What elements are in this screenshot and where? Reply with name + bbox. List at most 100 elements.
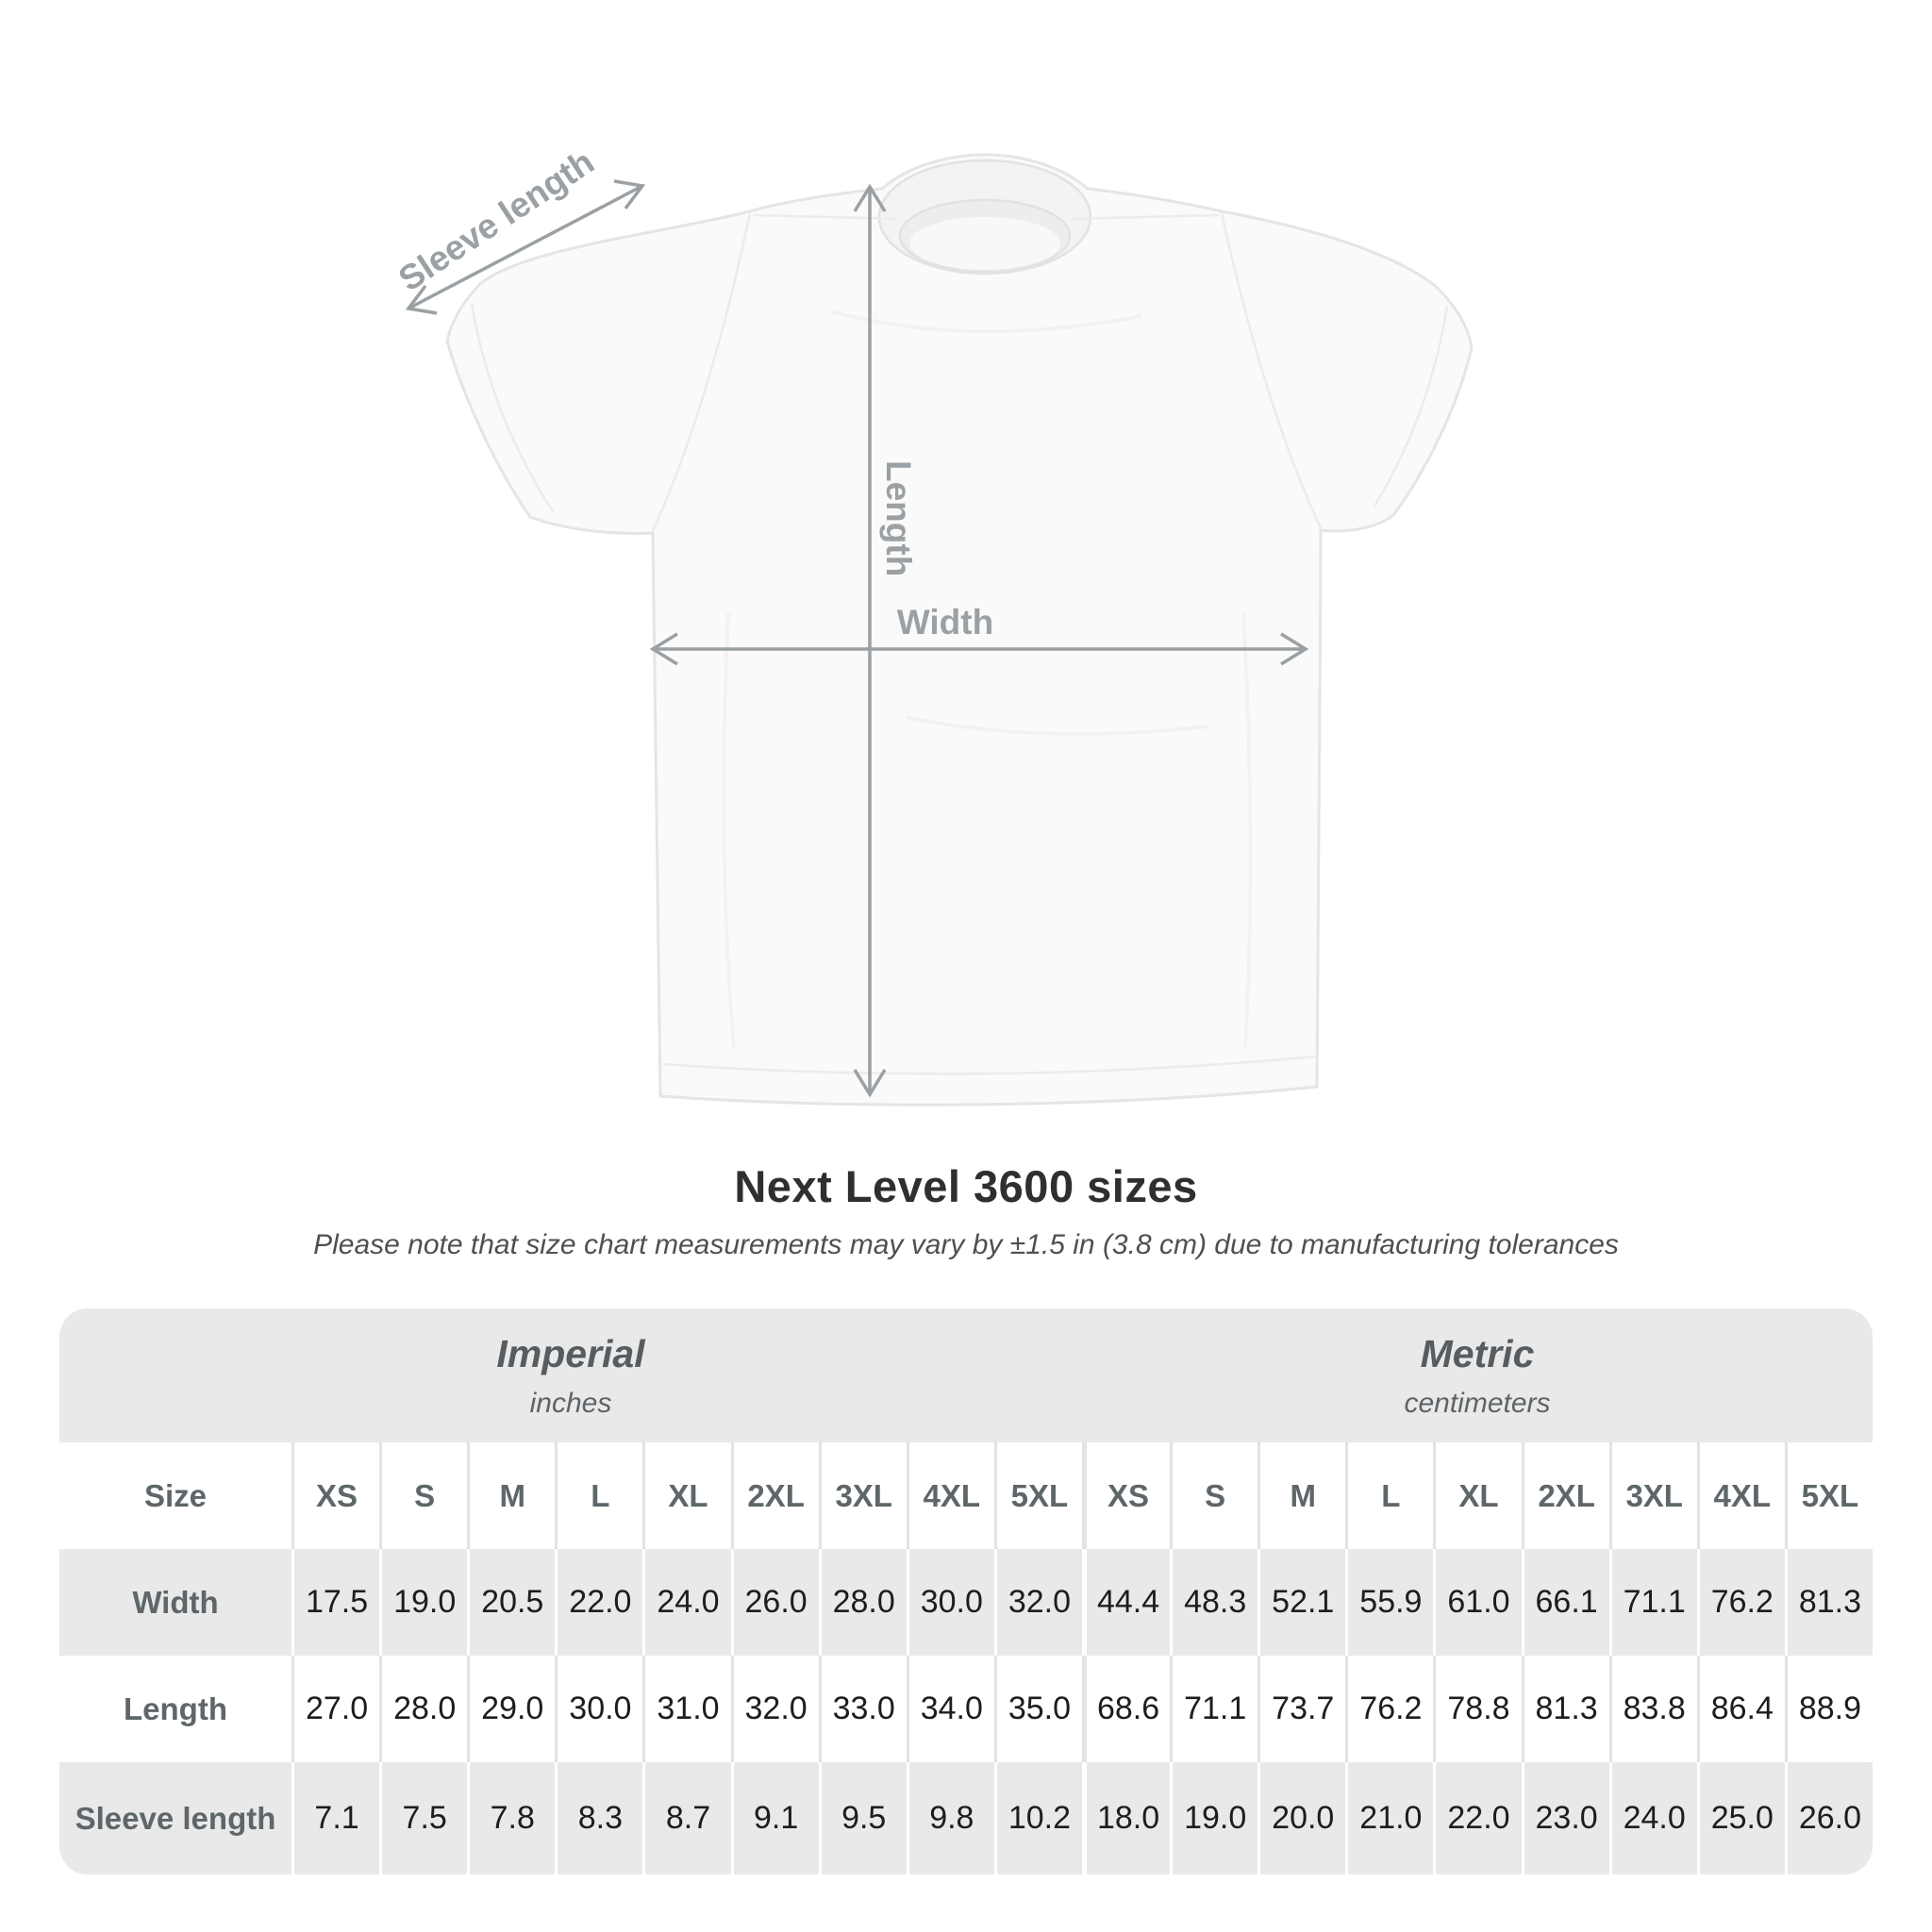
tshirt-diagram: Sleeve length Length Width (391, 142, 1474, 1107)
size-header-cell: 4XL (906, 1442, 994, 1549)
value-cell: 26.0 (730, 1549, 819, 1656)
value-cell: 22.0 (1433, 1762, 1521, 1874)
size-table-body: Width 17.5 19.0 20.5 22.0 24.0 26.0 28.0 30.0 32.… (59, 1549, 1873, 1874)
row-label: Length (124, 1690, 227, 1726)
value-cell: 30.0 (555, 1656, 642, 1762)
value-cell: 71.1 (1170, 1656, 1257, 1762)
size-header-cell: 3XL (1608, 1442, 1697, 1549)
size-header-cell: L (555, 1442, 642, 1549)
size-header-cell: 4XL (1696, 1442, 1785, 1549)
metric-unit-label: centimeters (1404, 1387, 1551, 1419)
value-cell: 68.6 (1082, 1656, 1170, 1762)
value-cell: 71.1 (1608, 1549, 1697, 1656)
width-arrowhead-left (649, 632, 678, 666)
value-cell: 9.8 (906, 1762, 994, 1874)
value-cell: 7.8 (467, 1762, 555, 1874)
value-cell: 32.0 (730, 1656, 819, 1762)
value-cell: 28.0 (818, 1549, 907, 1656)
value-cell: 81.3 (1521, 1656, 1609, 1762)
unit-group-metric: Metric centimeters (1082, 1308, 1873, 1442)
value-cell: 10.2 (993, 1762, 1082, 1874)
row-label: Width (132, 1584, 219, 1620)
value-cell: 27.0 (291, 1656, 379, 1762)
value-cell: 33.0 (818, 1656, 907, 1762)
value-cell: 34.0 (906, 1656, 994, 1762)
value-cell: 30.0 (906, 1549, 994, 1656)
size-header-cell: 3XL (818, 1442, 907, 1549)
sleeve-arrowhead-lower (405, 284, 438, 315)
page-title: Next Level 3600 sizes (734, 1161, 1198, 1211)
value-cell: 20.0 (1257, 1762, 1345, 1874)
size-table: Imperial inches Metric centimeters Size X… (59, 1308, 1873, 1874)
value-cell: 88.9 (1784, 1656, 1873, 1762)
value-cell: 83.8 (1608, 1656, 1697, 1762)
size-header-cell: M (1257, 1442, 1345, 1549)
value-cell: 81.3 (1784, 1549, 1873, 1656)
row-label: Sleeve length (75, 1800, 276, 1836)
value-cell: 44.4 (1082, 1549, 1170, 1656)
value-cell: 20.5 (467, 1549, 555, 1656)
value-cell: 25.0 (1696, 1762, 1785, 1874)
value-cell: 28.0 (379, 1656, 467, 1762)
measurement-arrows (405, 179, 1309, 1098)
value-cell: 8.7 (642, 1762, 730, 1874)
size-header-cell: S (379, 1442, 467, 1549)
value-cell: 29.0 (467, 1656, 555, 1762)
size-header-cell: XL (642, 1442, 730, 1549)
value-cell: 17.5 (291, 1549, 379, 1656)
size-header-cell: 5XL (1784, 1442, 1873, 1549)
size-header-cell: XS (291, 1442, 379, 1549)
shirt-seams (470, 212, 1449, 1075)
collar-band (877, 158, 1092, 275)
value-cell: 76.2 (1345, 1656, 1433, 1762)
value-cell: 31.0 (642, 1656, 730, 1762)
value-cell: 21.0 (1345, 1762, 1433, 1874)
neck-opening-highlight (909, 217, 1060, 270)
size-header-cell: M (467, 1442, 555, 1549)
size-header-cell: 2XL (730, 1442, 819, 1549)
size-header-cell: XS (1082, 1442, 1170, 1549)
value-cell: 61.0 (1433, 1549, 1521, 1656)
value-cell: 9.1 (730, 1762, 819, 1874)
size-header-cell: XL (1433, 1442, 1521, 1549)
length-arrowhead-bottom (853, 1069, 887, 1098)
size-header-cell: S (1170, 1442, 1257, 1549)
size-header-row: Size XS S M L XL 2XL 3XL 4XL 5XL XS S M L XL 2XL 3XL 4XL 5… (59, 1442, 1873, 1549)
value-cell: 18.0 (1082, 1762, 1170, 1874)
unit-group-band: Imperial inches Metric centimeters (59, 1308, 1873, 1442)
shirt-wrinkles (722, 309, 1253, 1048)
value-cell: 19.0 (1170, 1762, 1257, 1874)
size-header-cell: L (1345, 1442, 1433, 1549)
tolerance-note: Please note that size chart measurements… (313, 1229, 1619, 1260)
value-cell: 86.4 (1696, 1656, 1785, 1762)
size-header-cell: 5XL (993, 1442, 1082, 1549)
value-cell: 55.9 (1345, 1549, 1433, 1656)
length-arrowhead-top (853, 183, 887, 212)
value-cell: 73.7 (1257, 1656, 1345, 1762)
table-row: Sleeve length 7.1 7.5 7.8 8.3 8.7 9.1 9.5 9.8 10.… (59, 1762, 1873, 1874)
metric-label: Metric (1420, 1331, 1535, 1375)
value-cell: 19.0 (379, 1549, 467, 1656)
sleeve-length-arrow (408, 184, 643, 310)
value-cell: 66.1 (1521, 1549, 1609, 1656)
value-cell: 78.8 (1433, 1656, 1521, 1762)
value-cell: 48.3 (1170, 1549, 1257, 1656)
sleeve-arrowhead-upper (613, 179, 646, 210)
value-cell: 32.0 (993, 1549, 1082, 1656)
imperial-unit-label: inches (529, 1387, 612, 1419)
value-cell: 76.2 (1696, 1549, 1785, 1656)
value-cell: 24.0 (642, 1549, 730, 1656)
width-label: Width (897, 603, 993, 641)
size-header-cell: 2XL (1521, 1442, 1609, 1549)
value-cell: 9.5 (818, 1762, 907, 1874)
width-arrowhead-right (1280, 632, 1309, 666)
value-cell: 23.0 (1521, 1762, 1609, 1874)
value-cell: 35.0 (993, 1656, 1082, 1762)
table-row: Length 27.0 28.0 29.0 30.0 31.0 32.0 33.0 34.0 35… (59, 1656, 1873, 1762)
size-column-header: Size (143, 1477, 208, 1513)
unit-group-imperial: Imperial inches (59, 1308, 1082, 1442)
table-row: Width 17.5 19.0 20.5 22.0 24.0 26.0 28.0 30.0 32.… (59, 1549, 1873, 1656)
value-cell: 24.0 (1608, 1762, 1697, 1874)
length-label: Length (879, 460, 918, 576)
value-cell: 7.1 (291, 1762, 379, 1874)
